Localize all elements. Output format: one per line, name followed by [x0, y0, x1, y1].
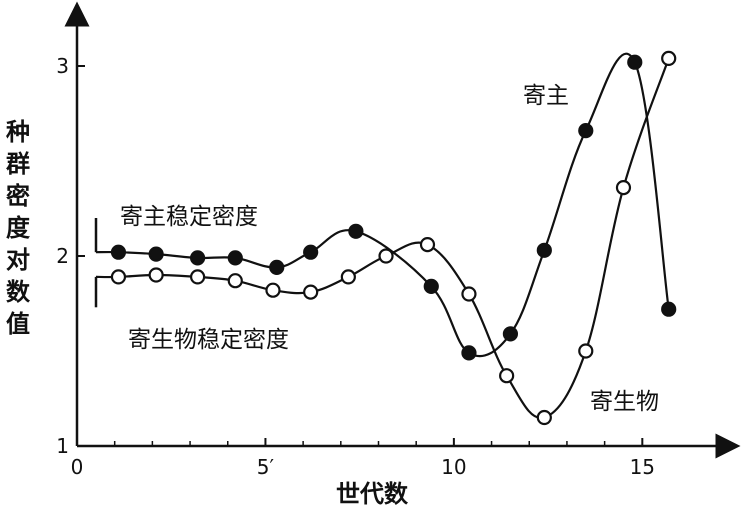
annotation-host-stable: 寄主稳定密度	[120, 204, 258, 230]
parasite-point	[265, 282, 281, 298]
y-tick-label: 2	[56, 244, 69, 268]
ticks: 1 2 3 0 5′ 10 15	[56, 54, 655, 479]
parasite-point	[499, 368, 515, 384]
x-tick-label: 15	[630, 455, 655, 479]
x-tick-label: 0	[71, 455, 84, 479]
host-point	[227, 250, 243, 266]
host-point	[303, 244, 319, 260]
axes	[64, 1, 741, 459]
parasite-point	[661, 50, 677, 67]
series-layer	[95, 50, 677, 426]
host-point	[423, 278, 439, 294]
parasite-point	[536, 409, 552, 426]
series-line	[95, 58, 670, 420]
annotation-parasite-stable: 寄生物稳定密度	[128, 327, 289, 353]
host-point	[536, 242, 552, 258]
host-point	[627, 54, 643, 70]
parasite-point	[303, 284, 319, 300]
x-tick-label: 10	[441, 455, 466, 479]
parasite-point	[110, 269, 127, 285]
parasite-point	[148, 267, 164, 283]
host-point	[110, 244, 127, 260]
series-host	[95, 52, 677, 361]
parasite-point	[419, 237, 436, 253]
host-point	[661, 301, 677, 317]
y-axis-title: 种群密度对数值	[6, 118, 31, 338]
host-point	[348, 223, 364, 239]
x-axis-title: 世代数	[336, 480, 409, 508]
host-point	[148, 246, 164, 262]
series-parasite	[95, 50, 677, 426]
y-tick-label: 1	[56, 434, 69, 458]
host-point	[269, 259, 285, 275]
annotation-parasite: 寄生物	[590, 389, 659, 415]
parasite-point	[340, 269, 356, 285]
parasite-point	[461, 286, 477, 302]
host-point	[502, 326, 519, 342]
host-point	[578, 123, 594, 139]
parasite-point	[190, 269, 206, 285]
host-point	[461, 345, 477, 361]
parasite-point	[578, 343, 594, 359]
parasite-point	[378, 248, 394, 264]
x-tick-label: 5′	[257, 455, 275, 479]
host-point	[190, 250, 206, 266]
annotation-host: 寄主	[523, 83, 569, 109]
parasite-point	[227, 273, 243, 289]
y-tick-label: 3	[56, 54, 69, 78]
parasite-point	[615, 180, 632, 196]
